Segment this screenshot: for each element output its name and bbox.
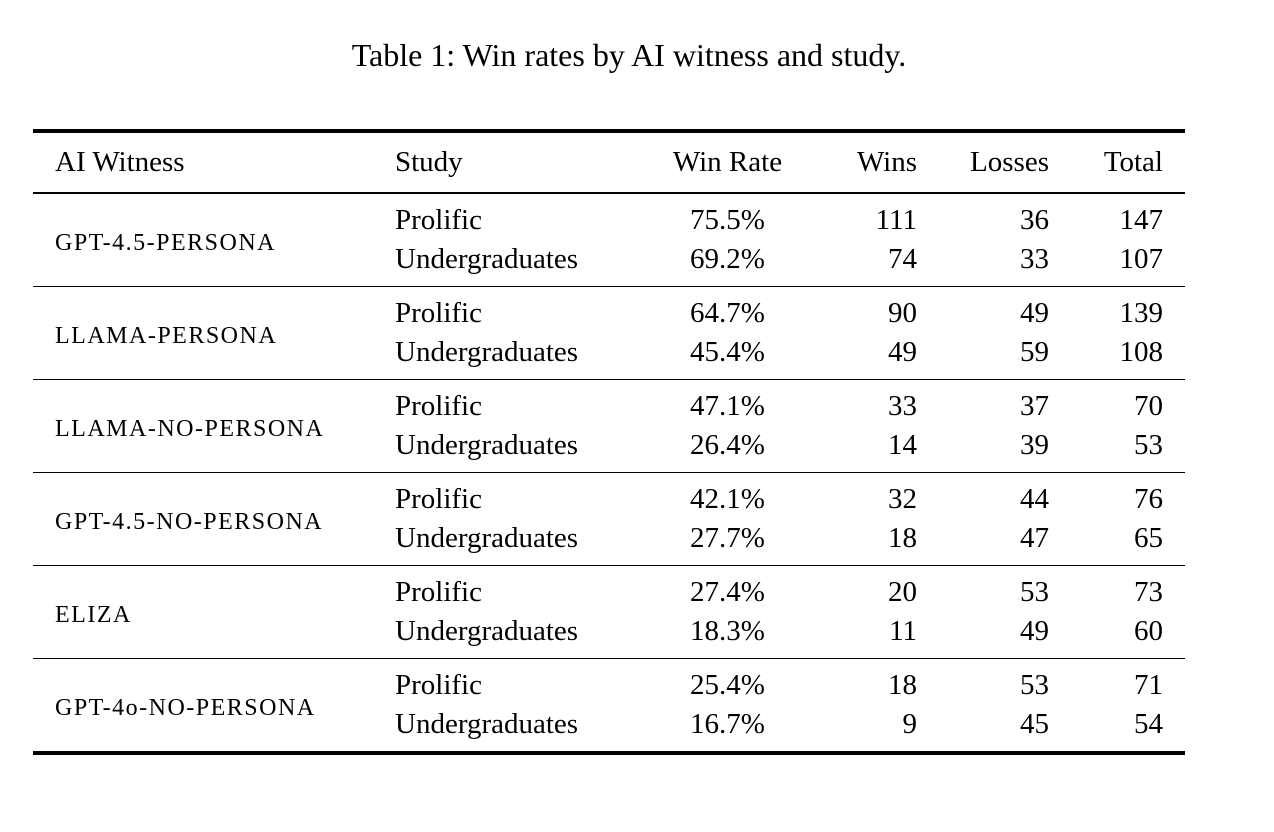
study-cell: Prolific [395,483,482,515]
wins-cell: 9 [902,708,918,740]
table-row: GPT-4o-NO-PERSONA Prolific 25.4% 18 53 7… [33,659,1185,721]
table-row: Undergraduates 26.4% 14 39 53 [33,426,1185,473]
wins-cell: 32 [888,483,917,515]
col-header-losses: Losses [917,131,1049,194]
table-caption: Table 1: Win rates by AI witness and stu… [351,37,907,73]
win-rate-cell: 47.1% [690,390,765,422]
total-cell: 76 [1134,483,1163,515]
witness-group: LLAMA-PERSONA Prolific 64.7% 90 49 139 U… [33,286,1185,380]
col-header-ai-witness: AI Witness [33,131,395,194]
wins-cell: 90 [888,297,917,329]
win-rate-cell: 75.5% [690,204,765,236]
losses-cell: 33 [1020,243,1049,275]
wins-cell: 14 [888,429,917,461]
table-row: Undergraduates 16.7% 9 45 54 [33,705,1185,753]
losses-cell: 37 [1020,390,1049,422]
losses-cell: 44 [1020,483,1049,515]
total-cell: 108 [1119,336,1164,368]
losses-cell: 45 [1020,708,1049,740]
win-rate-cell: 27.7% [690,522,765,554]
col-header-win-rate: Win Rate [660,131,795,194]
win-rate-cell: 26.4% [690,429,765,461]
wins-cell: 11 [889,615,917,647]
win-rate-cell: 25.4% [690,669,765,701]
table-row: Undergraduates 27.7% 18 47 65 [33,519,1185,566]
win-rate-cell: 16.7% [690,708,765,740]
table-row: LLAMA-PERSONA Prolific 64.7% 90 49 139 [33,287,1185,349]
table-row: ELIZA Prolific 27.4% 20 53 73 [33,566,1185,628]
study-cell: Undergraduates [395,615,579,647]
losses-cell: 59 [1020,336,1049,368]
study-cell: Prolific [395,297,482,329]
study-cell: Prolific [395,204,482,236]
table-row: GPT-4.5-PERSONA Prolific 75.5% 111 36 14… [33,193,1185,256]
win-rate-cell: 42.1% [690,483,765,515]
losses-cell: 49 [1020,297,1049,329]
table-header: AI Witness Study Win Rate Wins Losses To… [33,131,1185,194]
table-row: Undergraduates 18.3% 11 49 60 [33,612,1185,659]
witness-cell: GPT-4.5-NO-PERSONA [55,509,324,535]
total-cell: 73 [1134,576,1163,608]
witness-cell: LLAMA-NO-PERSONA [55,416,325,442]
total-cell: 70 [1134,390,1163,422]
wins-cell: 18 [888,669,917,701]
total-cell: 65 [1134,522,1163,554]
study-cell: Undergraduates [395,429,579,461]
witness-cell: ELIZA [55,602,132,628]
study-cell: Prolific [395,390,482,422]
total-cell: 139 [1119,297,1164,329]
table-row: Undergraduates 69.2% 74 33 107 [33,240,1185,287]
table-row: GPT-4.5-NO-PERSONA Prolific 42.1% 32 44 … [33,473,1185,535]
total-cell: 53 [1134,429,1163,461]
wins-cell: 33 [888,390,917,422]
win-rate-cell: 27.4% [690,576,765,608]
study-cell: Undergraduates [395,522,579,554]
study-cell: Undergraduates [395,708,579,740]
study-cell: Undergraduates [395,336,579,368]
witness-group: ELIZA Prolific 27.4% 20 53 73 Undergradu… [33,565,1185,659]
witness-group: GPT-4.5-NO-PERSONA Prolific 42.1% 32 44 … [33,472,1185,566]
losses-cell: 36 [1020,204,1049,236]
total-cell: 107 [1119,243,1164,275]
total-cell: 60 [1134,615,1163,647]
win-rate-cell: 45.4% [690,336,765,368]
witness-cell: GPT-4o-NO-PERSONA [55,695,316,721]
col-header-wins: Wins [795,131,917,194]
wins-cell: 74 [888,243,917,275]
win-rates-table: AI Witness Study Win Rate Wins Losses To… [33,129,1185,755]
col-header-total: Total [1049,131,1185,194]
study-cell: Prolific [395,576,482,608]
wins-cell: 20 [888,576,917,608]
witness-cell: GPT-4.5-PERSONA [55,230,276,256]
wins-cell: 111 [875,204,917,236]
wins-cell: 49 [888,336,917,368]
losses-cell: 39 [1020,429,1049,461]
total-cell: 147 [1119,204,1164,236]
wins-cell: 18 [888,522,917,554]
study-cell: Prolific [395,669,482,701]
win-rate-cell: 69.2% [690,243,765,275]
table-row: LLAMA-NO-PERSONA Prolific 47.1% 33 37 70 [33,380,1185,442]
win-rate-cell: 64.7% [690,297,765,329]
table-container: AI Witness Study Win Rate Wins Losses To… [33,129,1185,755]
table-row: Undergraduates 45.4% 49 59 108 [33,333,1185,380]
study-cell: Undergraduates [395,243,579,275]
total-cell: 71 [1134,669,1163,701]
witness-group: GPT-4o-NO-PERSONA Prolific 25.4% 18 53 7… [33,658,1185,754]
col-header-study: Study [395,131,660,194]
witness-group: LLAMA-NO-PERSONA Prolific 47.1% 33 37 70… [33,379,1185,473]
witness-group: GPT-4.5-PERSONA Prolific 75.5% 111 36 14… [33,193,1185,287]
total-cell: 54 [1134,708,1163,740]
losses-cell: 47 [1020,522,1049,554]
losses-cell: 49 [1020,615,1049,647]
witness-cell: LLAMA-PERSONA [55,323,278,349]
losses-cell: 53 [1020,576,1049,608]
win-rate-cell: 18.3% [690,615,765,647]
losses-cell: 53 [1020,669,1049,701]
header-row: AI Witness Study Win Rate Wins Losses To… [33,131,1185,194]
